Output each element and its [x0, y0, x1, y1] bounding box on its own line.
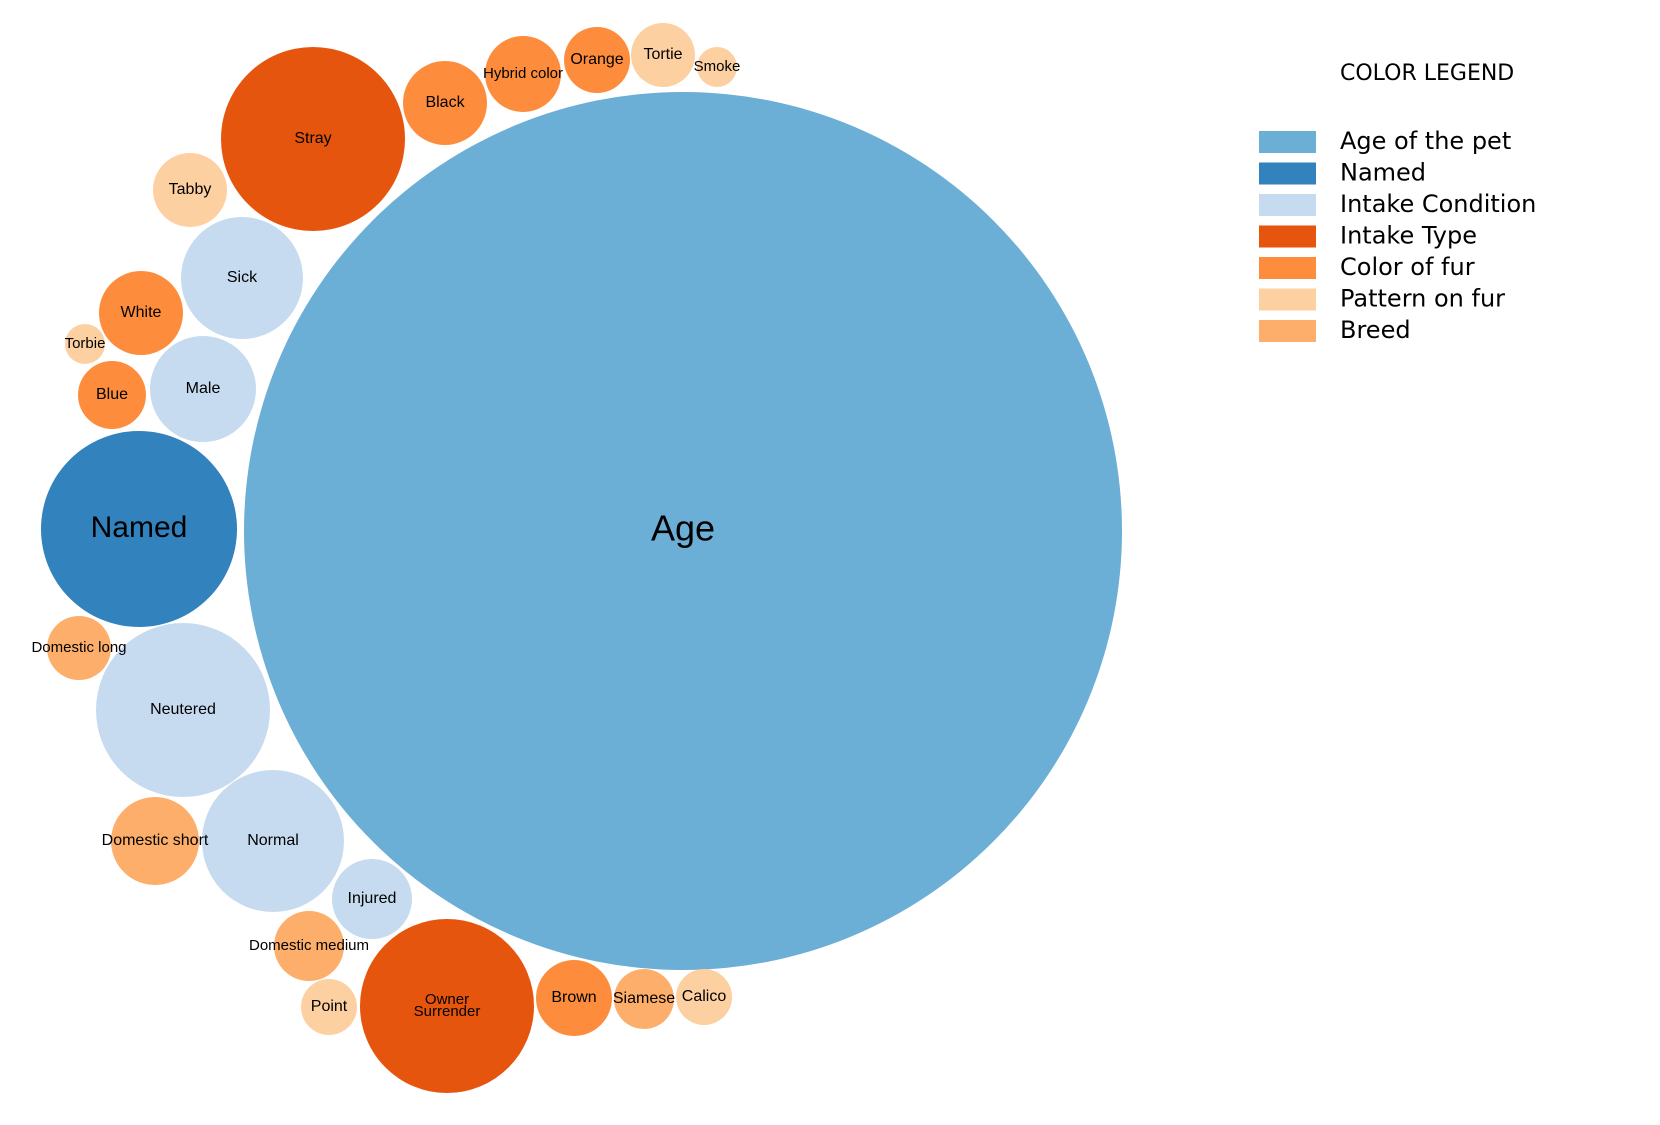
bubble-blue [78, 361, 146, 429]
bubble-label-smoke: Smoke [694, 58, 741, 75]
bubble-label-stray: Stray [294, 130, 331, 147]
legend-entry-named: Named [1259, 159, 1426, 187]
bubble-orange [564, 27, 630, 93]
bubble-label-calico: Calico [682, 988, 727, 1005]
color-legend: COLOR LEGEND Age of the pet Named Intake C… [1259, 61, 1536, 344]
bubble-label-owner-surrender: Owner Surrender [414, 991, 481, 1020]
legend-swatch-pattern-on-fur [1259, 288, 1316, 311]
legend-swatch-color-of-fur [1259, 257, 1316, 279]
bubble-label-hybrid-color: Hybrid color [483, 65, 563, 82]
bubble-label-orange: Orange [570, 51, 623, 68]
bubble-label-male: Male [186, 380, 221, 397]
legend-swatch-intake-condition [1259, 194, 1316, 216]
legend-label-intake-condition: Intake Condition [1340, 190, 1536, 218]
bubble-layer: Age Named Stray Owner Surrender Neutered Norma… [31, 23, 1122, 1093]
legend-swatch-breed [1259, 320, 1316, 342]
bubble-hybrid-color [485, 36, 561, 112]
legend-entry-age-of-the-pet: Age of the pet [1259, 127, 1511, 155]
bubble-label-tabby: Tabby [169, 181, 212, 198]
legend-label-age-of-the-pet: Age of the pet [1340, 127, 1511, 155]
bubble-label-white: White [121, 304, 162, 321]
bubble-label-normal: Normal [247, 832, 299, 849]
bubble-label-torbie: Torbie [65, 335, 106, 352]
legend-swatch-named [1259, 162, 1316, 185]
bubble-label-point: Point [311, 998, 348, 1015]
bubble-label-domestic-long: Domestic long [31, 639, 126, 656]
legend-entry-intake-type: Intake Type [1259, 222, 1477, 250]
bubble-calico [676, 969, 732, 1025]
bubble-smoke [697, 47, 737, 87]
bubble-tabby [153, 153, 227, 227]
legend-label-breed: Breed [1340, 316, 1411, 344]
legend-swatch-intake-type [1259, 225, 1316, 248]
bubble-domestic-medium [274, 911, 344, 981]
bubble-tortie [631, 23, 695, 87]
bubble-label-black: Black [425, 94, 465, 111]
bubble-label-age: Age [651, 508, 715, 549]
legend-label-named: Named [1340, 159, 1426, 187]
bubble-label-brown: Brown [551, 989, 596, 1006]
legend-label-intake-type: Intake Type [1340, 222, 1477, 250]
bubble-named [41, 431, 237, 627]
legend-entry-pattern-on-fur: Pattern on fur [1259, 285, 1505, 313]
bubble-domestic-long [47, 616, 111, 680]
legend-swatch-age-of-the-pet [1259, 131, 1316, 153]
bubble-label-domestic-medium: Domestic medium [249, 937, 369, 954]
bubble-neutered [96, 623, 270, 797]
legend-entry-intake-condition: Intake Condition [1259, 190, 1536, 218]
bubble-label-neutered: Neutered [150, 701, 216, 718]
bubble-label-siamese: Siamese [613, 990, 675, 1007]
bubble-injured [332, 859, 412, 939]
bubble-label-injured: Injured [348, 890, 397, 907]
bubble-normal [202, 770, 344, 912]
bubble-sick [181, 217, 303, 339]
bubble-age [244, 92, 1122, 970]
bubble-label-tortie: Tortie [643, 46, 682, 63]
bubble-stray [221, 47, 405, 231]
bubble-torbie [65, 324, 105, 364]
legend-title: COLOR LEGEND [1340, 61, 1514, 86]
legend-entry-color-of-fur: Color of fur [1259, 253, 1475, 281]
bubble-male [150, 336, 256, 442]
legend-label-color-of-fur: Color of fur [1340, 253, 1475, 281]
bubble-domestic-short [111, 797, 199, 885]
bubble-label-named: Named [91, 511, 188, 544]
legend-label-pattern-on-fur: Pattern on fur [1340, 285, 1505, 313]
bubble-label-domestic-short: Domestic short [102, 832, 209, 849]
bubble-siamese [614, 969, 674, 1029]
bubble-label-sick: Sick [227, 269, 258, 286]
bubble-point [301, 979, 357, 1035]
bubble-brown [536, 960, 612, 1036]
bubble-owner-surrender [360, 919, 534, 1093]
legend-entries: Age of the pet Named Intake Condition Intak… [1259, 127, 1536, 344]
bubble-white [99, 271, 183, 355]
bubble-black [403, 61, 487, 145]
legend-entry-breed: Breed [1259, 316, 1411, 344]
bubble-label-blue: Blue [96, 386, 128, 403]
